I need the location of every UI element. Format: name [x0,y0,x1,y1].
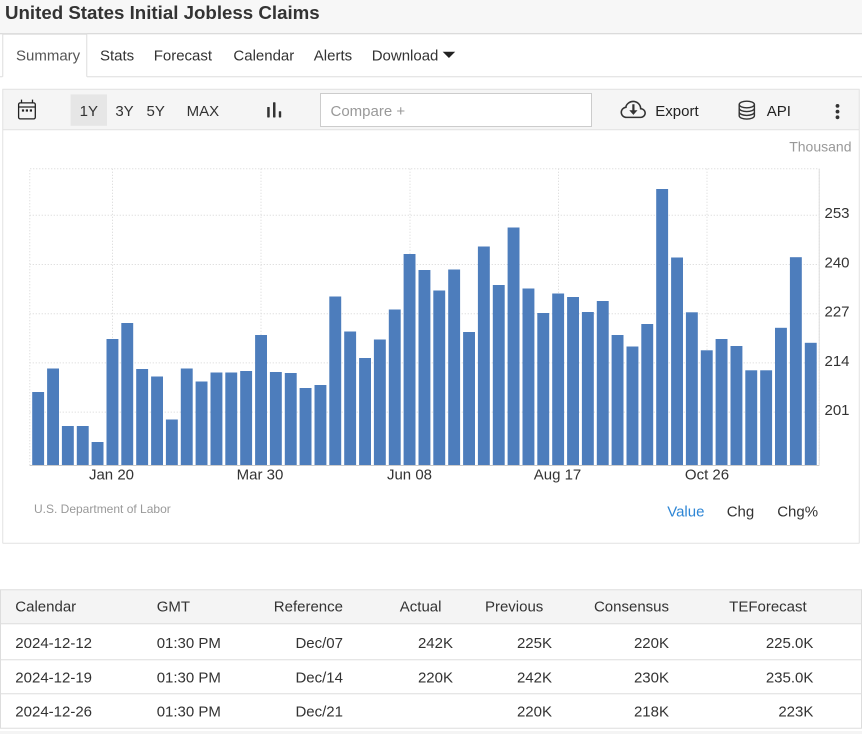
svg-text:Previous: Previous [485,599,543,616]
svg-text:Thousand: Thousand [789,139,851,155]
svg-text:2024-12-26: 2024-12-26 [15,704,92,721]
svg-text:3Y: 3Y [115,103,133,120]
svg-text:Actual: Actual [400,599,442,616]
svg-text:Aug 17: Aug 17 [534,467,582,484]
svg-text:01:30 PM: 01:30 PM [157,704,221,721]
svg-text:01:30 PM: 01:30 PM [157,670,221,687]
svg-text:Export: Export [655,103,699,120]
svg-text:Stats: Stats [100,47,134,64]
svg-text:Jan 20: Jan 20 [89,467,134,484]
svg-text:Reference: Reference [274,599,343,616]
svg-text:Calendar: Calendar [15,599,76,616]
svg-text:United States Initial Jobless: United States Initial Jobless Claims [5,2,320,23]
svg-text:Chg%: Chg% [777,504,818,521]
svg-text:240: 240 [825,254,850,271]
svg-text:Dec/21: Dec/21 [295,704,343,721]
svg-text:API: API [767,103,791,120]
svg-text:Mar 30: Mar 30 [237,467,284,484]
svg-text:242K: 242K [517,670,552,687]
svg-text:225.0K: 225.0K [766,635,814,652]
svg-text:214: 214 [825,353,850,370]
svg-text:223K: 223K [778,704,813,721]
svg-text:Download: Download [372,47,439,64]
svg-text:230K: 230K [634,670,669,687]
svg-text:U.S. Department of Labor: U.S. Department of Labor [34,502,171,516]
svg-text:MAX: MAX [187,103,220,120]
svg-text:Dec/14: Dec/14 [295,670,343,687]
svg-text:225K: 225K [517,635,552,652]
svg-text:TEForecast: TEForecast [729,599,807,616]
svg-text:Chg: Chg [727,504,755,521]
svg-text:Compare +: Compare + [331,103,406,120]
svg-text:253: 253 [825,205,850,222]
svg-text:Consensus: Consensus [594,599,669,616]
svg-text:2024-12-19: 2024-12-19 [15,670,92,687]
svg-text:201: 201 [825,402,850,419]
svg-text:GMT: GMT [157,599,190,616]
svg-text:220K: 220K [517,704,552,721]
svg-text:Alerts: Alerts [314,47,352,64]
svg-text:235.0K: 235.0K [766,670,814,687]
svg-text:220K: 220K [418,670,453,687]
svg-text:242K: 242K [418,635,453,652]
svg-text:Summary: Summary [16,47,81,64]
svg-text:Calendar: Calendar [233,47,294,64]
svg-text:Value: Value [667,504,704,521]
svg-text:218K: 218K [634,704,669,721]
svg-text:5Y: 5Y [147,103,165,120]
svg-text:1Y: 1Y [80,103,98,120]
svg-text:Forecast: Forecast [154,47,213,64]
svg-text:Oct 26: Oct 26 [685,467,729,484]
svg-text:220K: 220K [634,635,669,652]
svg-text:2024-12-12: 2024-12-12 [15,635,92,652]
svg-text:227: 227 [825,304,850,321]
svg-text:01:30 PM: 01:30 PM [157,635,221,652]
svg-text:Jun 08: Jun 08 [387,467,432,484]
svg-text:Dec/07: Dec/07 [295,635,343,652]
